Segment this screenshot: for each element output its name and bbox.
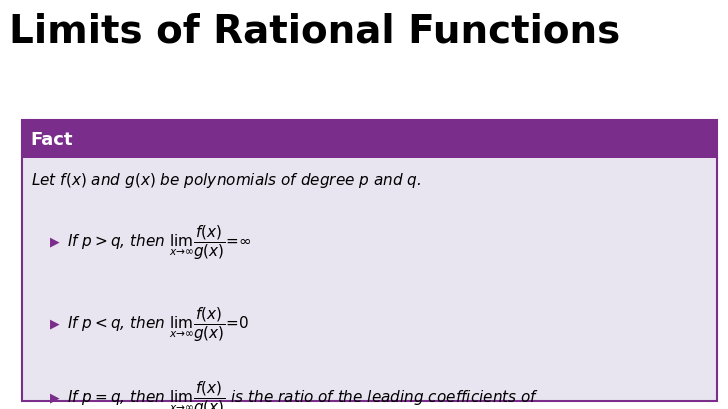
Text: Limits of Rational Functions: Limits of Rational Functions <box>9 12 620 50</box>
Text: $\blacktriangleright$: $\blacktriangleright$ <box>47 235 61 249</box>
FancyBboxPatch shape <box>22 121 717 158</box>
Text: $\blacktriangleright$: $\blacktriangleright$ <box>47 317 61 331</box>
Text: Let $f(x)$ and $g(x)$ be polynomials of degree $p$ and $q$.: Let $f(x)$ and $g(x)$ be polynomials of … <box>31 171 421 189</box>
Text: $\blacktriangleright$: $\blacktriangleright$ <box>47 391 61 405</box>
FancyBboxPatch shape <box>22 121 717 401</box>
Text: If $p = q$, then $\lim_{x\to\infty} \dfrac{f(x)}{g(x)}$ is the ratio of the lead: If $p = q$, then $\lim_{x\to\infty} \dfr… <box>67 378 539 409</box>
Text: If $p > q$, then $\lim_{x\to\infty} \dfrac{f(x)}{g(x)} = \infty$: If $p > q$, then $\lim_{x\to\infty} \dfr… <box>67 223 251 261</box>
Text: If $p < q$, then $\lim_{x\to\infty} \dfrac{f(x)}{g(x)} = 0$: If $p < q$, then $\lim_{x\to\infty} \dfr… <box>67 305 249 343</box>
Text: Fact: Fact <box>31 130 73 148</box>
